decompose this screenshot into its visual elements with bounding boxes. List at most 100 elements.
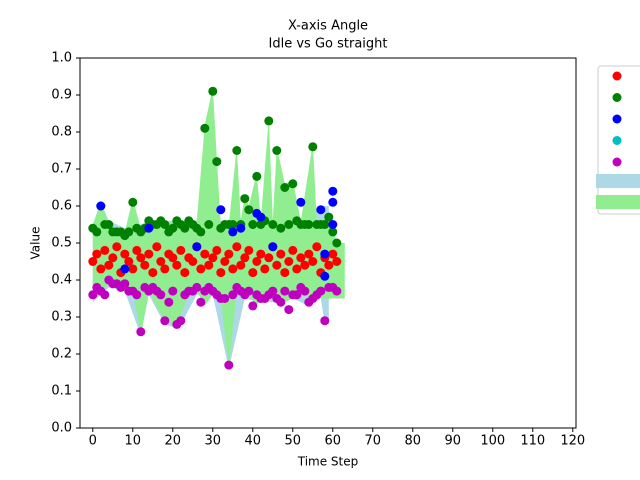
scatter-point <box>320 220 330 229</box>
y-tick-label: 0.6 <box>51 199 72 214</box>
scatter-point <box>188 257 198 266</box>
scatter-point <box>92 227 102 237</box>
scatter-point <box>228 220 238 229</box>
scatter-point <box>224 249 234 259</box>
chart-title: X-axis Angle <box>288 19 368 34</box>
x-tick-label: 30 <box>205 434 222 449</box>
scatter-point <box>112 242 122 252</box>
x-tick-label: 70 <box>365 434 382 449</box>
scatter-point <box>132 290 142 300</box>
scatter-point <box>332 238 342 248</box>
x-tick-label: 20 <box>165 434 182 449</box>
y-tick-label: 0.2 <box>51 347 72 362</box>
scatter-point <box>204 260 214 270</box>
x-tick-label: 10 <box>125 434 142 449</box>
legend-marker <box>612 114 622 124</box>
scatter-point <box>160 220 170 229</box>
scatter-point <box>148 268 158 278</box>
scatter-point <box>320 316 330 326</box>
scatter-point <box>304 220 314 229</box>
scatter-point <box>192 282 202 292</box>
scatter-point <box>232 146 242 155</box>
scatter-point <box>292 290 302 300</box>
x-tick-label: 50 <box>285 434 302 449</box>
scatter-point <box>192 242 202 252</box>
legend-marker <box>612 157 622 167</box>
scatter-point <box>172 260 182 270</box>
scatter-point <box>100 245 110 255</box>
x-tick-label: 100 <box>480 434 505 449</box>
scatter-point <box>272 260 282 270</box>
scatter-point <box>128 197 138 207</box>
scatter-point <box>196 297 206 307</box>
scatter-point <box>256 249 266 259</box>
legend-items <box>596 71 640 209</box>
scatter-point <box>160 264 170 274</box>
scatter-point <box>168 253 178 263</box>
scatter-point <box>144 223 154 233</box>
scatter-point <box>104 260 114 270</box>
scatter-point <box>280 286 290 296</box>
scatter-point <box>220 257 230 266</box>
scatter-point <box>232 242 242 252</box>
x-axis-label: Time Step <box>297 455 359 469</box>
scatter-point <box>132 245 142 255</box>
y-tick-label: 0.0 <box>51 421 72 436</box>
scatter-point <box>176 245 186 255</box>
scatter-point <box>296 197 306 207</box>
legend-marker <box>612 71 622 81</box>
scatter-point <box>252 171 262 181</box>
scatter-point <box>284 305 294 315</box>
plot-area <box>88 86 345 370</box>
scatter-point <box>156 257 166 266</box>
scatter-point <box>328 227 338 237</box>
y-tick-label: 0.5 <box>51 236 72 251</box>
legend-patch <box>596 195 640 209</box>
scatter-point <box>308 142 318 152</box>
scatter-point <box>256 212 266 222</box>
scatter-point <box>276 223 286 233</box>
x-tick-label: 60 <box>325 434 342 449</box>
legend-marker <box>612 93 622 102</box>
scatter-point <box>316 286 326 296</box>
y-tick-label: 0.4 <box>51 273 72 288</box>
scatter-point <box>200 249 210 259</box>
scatter-point <box>156 290 166 300</box>
scatter-point <box>308 257 318 266</box>
scatter-point <box>268 220 278 229</box>
scatter-point <box>204 220 214 229</box>
scatter-point <box>324 260 334 270</box>
scatter-point <box>152 242 162 252</box>
y-axis-label: Value <box>29 227 43 260</box>
scatter-point <box>236 260 246 270</box>
scatter-point <box>120 264 130 274</box>
scatter-point <box>248 220 258 229</box>
x-tick-label: 40 <box>245 434 262 449</box>
scatter-point <box>296 253 306 263</box>
scatter-point <box>92 249 102 259</box>
scatter-point <box>200 123 210 133</box>
scatter-point <box>160 316 170 326</box>
y-tick-label: 0.3 <box>51 310 72 325</box>
y-tick-label: 0.8 <box>51 125 72 140</box>
scatter-point <box>280 268 290 278</box>
scatter-point <box>264 253 274 263</box>
scatter-point <box>328 186 338 196</box>
scatter-point <box>124 257 134 266</box>
scatter-point <box>168 223 178 233</box>
scatter-point <box>332 257 342 266</box>
scatter-point <box>96 201 106 211</box>
scatter-point <box>244 286 254 296</box>
scatter-point <box>180 268 190 278</box>
scatter-point <box>320 249 330 259</box>
scatter-point <box>292 264 302 274</box>
scatter-point <box>300 260 310 270</box>
scatter-point <box>280 183 290 192</box>
scatter-point <box>332 286 342 296</box>
scatter-point <box>136 253 146 263</box>
scatter-point <box>324 212 334 222</box>
scatter-point <box>168 286 178 296</box>
scatter-point <box>236 223 246 233</box>
y-tick-label: 0.7 <box>51 162 72 177</box>
